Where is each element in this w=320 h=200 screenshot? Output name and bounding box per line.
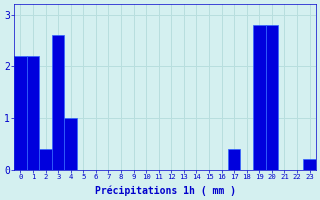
Bar xyxy=(266,25,278,170)
Bar xyxy=(27,56,39,170)
Bar xyxy=(303,159,316,170)
Bar xyxy=(52,35,64,170)
Bar xyxy=(64,118,77,170)
Bar xyxy=(14,56,27,170)
Bar xyxy=(39,149,52,170)
Bar xyxy=(253,25,266,170)
X-axis label: Précipitations 1h ( mm ): Précipitations 1h ( mm ) xyxy=(94,185,236,196)
Bar xyxy=(228,149,240,170)
